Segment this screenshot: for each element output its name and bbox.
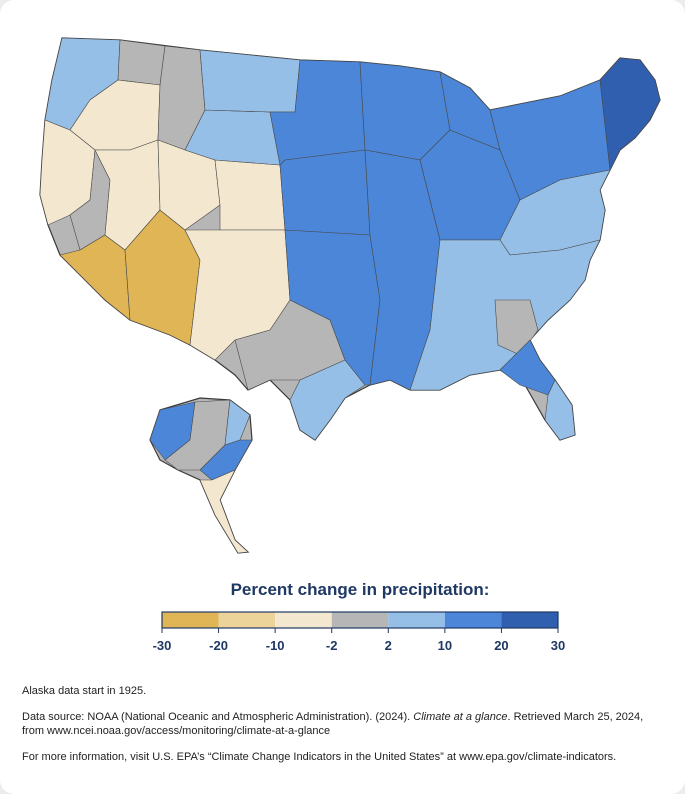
- legend-swatch: [162, 612, 219, 628]
- more-info-note: For more information, visit U.S. EPA’s “…: [22, 751, 617, 763]
- legend-tick-label: 2: [385, 638, 392, 653]
- notes-section: Alaska data start in 1925. Data source: …: [22, 684, 672, 776]
- us-precipitation-map: [39, 37, 661, 554]
- data-source-note: Data source: NOAA (National Oceanic and …: [22, 711, 644, 737]
- region-colorado: [214, 159, 286, 231]
- legend-tick-label: 20: [494, 638, 508, 653]
- legend-color-bar: -30 -20 -10 -2 2 10 20 30: [153, 611, 565, 653]
- legend-tick-label: 10: [438, 638, 452, 653]
- legend-tick-label: -20: [209, 638, 228, 653]
- legend-swatch: [331, 612, 389, 628]
- legend-swatch: [275, 612, 332, 628]
- legend-title: Percent change in precipitation:: [230, 580, 490, 599]
- legend-swatch: [388, 612, 445, 628]
- region-great-plains-central: [279, 149, 371, 236]
- legend-swatch: [444, 612, 502, 628]
- legend-swatch: [218, 612, 276, 628]
- region-new-england-interior: [599, 57, 661, 171]
- region-florida-south: [544, 379, 576, 441]
- alaska-note: Alaska data start in 1925.: [22, 685, 147, 697]
- legend-tick-label: -30: [153, 638, 172, 653]
- region-alaska-panhandle: [199, 469, 249, 554]
- legend-bar-frame: [161, 611, 559, 629]
- region-washington-cascades: [117, 39, 166, 86]
- legend-tick-label: -10: [266, 638, 285, 653]
- region-montana: [199, 49, 301, 113]
- legend-tick-label: -2: [326, 638, 338, 653]
- legend-swatch: [501, 612, 558, 628]
- legend-tick-label: 30: [551, 638, 565, 653]
